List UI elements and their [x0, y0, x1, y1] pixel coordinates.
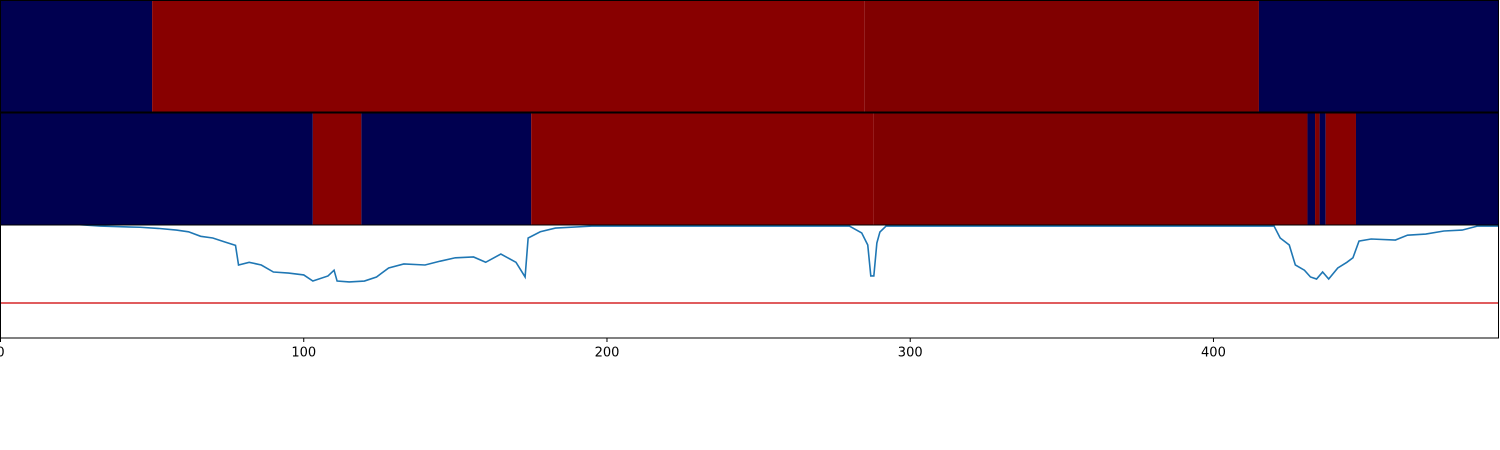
heatmap-cell: [531, 113, 874, 225]
data-line: [72, 225, 1499, 283]
heatmap-cell: [1319, 113, 1326, 225]
heatmap-cell: [1325, 113, 1356, 225]
heatmap-cell: [0, 0, 153, 112]
heatmap-cell: [864, 0, 1259, 112]
heatmap-cell: [873, 113, 1308, 225]
x-tick-label: 200: [595, 346, 620, 361]
x-tick-label: 300: [898, 346, 923, 361]
plot-area: [0, 225, 1499, 304]
heatmap-cell: [0, 113, 313, 225]
heatmap-cell: [1258, 0, 1499, 112]
heatmap-cell: [312, 113, 362, 225]
heatmap-cell: [1307, 113, 1316, 225]
heatmap-cell: [361, 113, 532, 225]
heatmap-cell: [152, 0, 865, 112]
x-tick-label: 0: [0, 346, 5, 361]
heatmap-cell: [1315, 113, 1320, 225]
heatmap-cell: [1355, 113, 1499, 225]
x-tick-label: 100: [291, 346, 316, 361]
x-tick-label: 400: [1201, 346, 1226, 361]
axes-frame: [0, 0, 1499, 113]
axes-frame: [0, 224, 1499, 339]
